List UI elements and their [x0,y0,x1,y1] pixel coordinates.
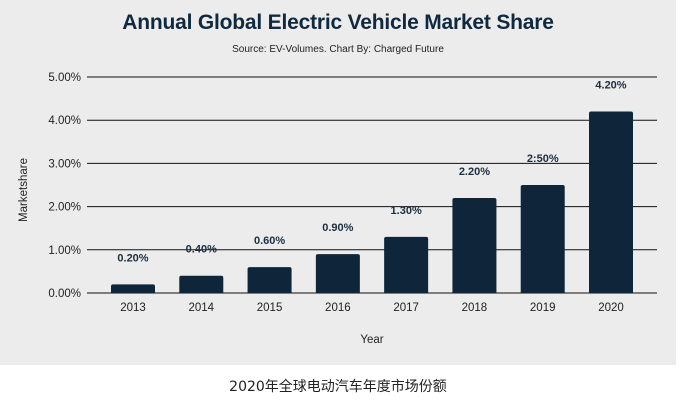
bar [452,197,497,293]
bars [111,111,633,293]
x-tick-label: 2020 [598,302,624,314]
bar [384,236,429,293]
y-axis-label: Marketshare [18,158,30,222]
gridlines [87,76,657,294]
data-labels: 0.20% 0.40% 0.60% 0.90% 1.30% 2.20% 2:50% 4.20% [117,80,626,265]
x-tick-label: 2018 [462,302,488,314]
y-tick-label: 0.00% [48,288,81,300]
y-tick-label: 5.00% [48,72,81,84]
x-axis-ticks: 2013 2014 2015 2016 2017 2018 2019 2020 [120,302,624,314]
x-axis-label: Year [360,334,383,346]
y-tick-label: 4.00% [48,115,81,127]
data-label: 1.30% [391,205,422,217]
data-label: 0.40% [186,244,217,256]
y-tick-label: 2.00% [48,202,81,214]
x-tick-label: 2014 [188,302,214,314]
chart-subtitle: Source: EV-Volumes. Chart By: Charged Fu… [232,44,444,55]
x-tick-label: 2016 [325,302,351,314]
data-label: 4.20% [595,80,626,92]
y-tick-label: 1.00% [48,245,81,257]
image-caption: 2020年全球电动汽车年度市场份额 [229,379,447,395]
data-label: 0.60% [254,235,285,247]
bar [111,284,155,293]
data-label: 2:50% [527,153,559,165]
chart-title: Annual Global Electric Vehicle Market Sh… [122,11,554,34]
x-tick-label: 2013 [120,302,146,314]
chart-panel: Annual Global Electric Vehicle Market Sh… [0,0,676,365]
bar [315,254,360,293]
x-tick-label: 2019 [530,302,556,314]
x-tick-label: 2015 [257,302,283,314]
bar-chart: 0.00% 1.00% 2.00% 3.00% 4.00% 5.00% 0.20% 0.40… [18,72,657,346]
data-label: 0.90% [322,222,353,234]
bar [589,111,633,293]
data-label: 2.20% [459,166,490,178]
x-tick-label: 2017 [393,302,419,314]
bar [520,185,565,293]
y-axis-ticks: 0.00% 1.00% 2.00% 3.00% 4.00% 5.00% [48,72,81,300]
y-tick-label: 3.00% [48,158,81,170]
data-label: 0.20% [117,252,148,264]
bar [247,267,292,293]
bar [179,275,224,293]
